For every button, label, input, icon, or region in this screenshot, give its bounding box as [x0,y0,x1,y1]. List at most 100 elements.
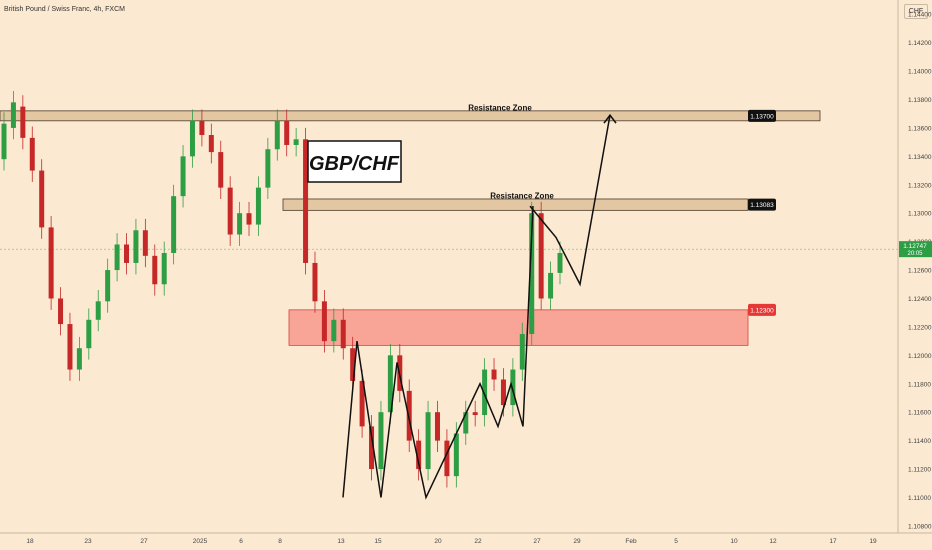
candle [95,301,101,320]
candle [284,120,290,145]
candle [218,152,224,188]
candle [124,244,130,263]
candle [500,379,506,406]
pattern-path [342,206,534,500]
time-axis: 18 23 27 2025 6 8 13 15 20 22 27 29 Feb 5 10 12 17 19 [0,532,932,545]
y-tick-label: 1.13400 [908,154,932,161]
x-tick-label: 15 [374,538,382,545]
candle [321,301,327,342]
support-price-tag [748,303,776,316]
candle [529,213,535,335]
candle [105,270,111,302]
resistance-zone-label: Resistance Zone [490,191,554,200]
x-tick-label: 29 [573,538,581,545]
current-price-timer: 20:05 [907,251,923,257]
support-zone [288,309,749,346]
candle [199,120,205,136]
y-tick-label: 1.11400 [908,438,931,445]
candle [491,369,497,380]
y-tick-label: 1.12000 [908,353,932,360]
candle [67,324,73,370]
candle [246,213,252,225]
price-tag-label: 1.13700 [750,113,774,120]
resistance-zone-label: Resistance Zone [468,103,532,112]
price-tag-label: 1.13083 [750,202,774,209]
support-price-tag-label: 1.12300 [750,307,774,314]
candle [359,380,365,427]
plot-area: Resistance Zone Resistance Zone GBP/CHF [0,90,898,500]
candle [133,230,139,263]
price-tag [748,198,776,211]
x-tick-label: 27 [140,538,148,545]
resistance-zone [0,110,821,122]
candle [387,355,393,413]
chart-title: British Pound / Swiss Franc, 4h, FXCM [4,6,125,13]
x-tick-label: 10 [730,538,738,545]
candle [48,227,54,299]
x-tick-label: 18 [26,538,34,545]
x-tick-label: 23 [84,538,92,545]
candle [39,170,45,228]
candle [538,213,544,299]
x-tick-label: 22 [474,538,482,545]
candle [425,412,431,470]
candle [510,369,516,406]
candle [444,440,450,477]
x-tick-label: 6 [239,538,243,545]
current-price-tag [899,241,932,258]
price-tag [748,109,776,122]
candle [331,319,337,342]
candle [227,187,233,235]
candle [463,412,469,434]
currency-button[interactable]: CHF [904,4,928,19]
candle [29,137,35,171]
y-tick-label: 1.11600 [908,410,931,417]
y-tick-label: 1.14000 [908,69,932,76]
candle [180,156,186,197]
candle [434,412,440,441]
candle [265,149,271,188]
candle [255,187,261,225]
y-tick-label: 1.13000 [908,211,932,218]
y-tick-label: 1.13800 [908,97,932,104]
x-tick-label: 27 [533,538,541,545]
projection-path [529,114,611,287]
candle [548,272,554,299]
x-tick-label: 17 [829,538,837,545]
candle [378,412,384,470]
resistance-zone [282,198,749,211]
x-tick-label: 8 [278,538,282,545]
candle [208,135,214,153]
candle [152,255,158,285]
y-tick-label: 1.14200 [908,40,932,47]
symbol-label: GBP/CHF [309,153,400,175]
candle [20,106,26,138]
x-tick-label: 2025 [193,538,208,545]
candle [482,369,488,416]
candle [312,262,318,302]
projection-arrow [603,113,617,124]
y-tick-label: 1.12400 [908,296,932,303]
candle [303,139,309,263]
candle [406,390,412,441]
symbol-label-box [307,140,402,183]
y-tick-label: 1.13600 [908,125,932,132]
candle [350,348,356,381]
candle [519,334,525,370]
x-tick-label: Feb [625,538,637,545]
candle [1,123,7,160]
x-tick-label: 5 [674,538,678,545]
y-tick-label: 1.11000 [908,495,931,502]
candle [114,244,120,271]
candle [161,252,167,285]
y-tick-label: 1.14400 [908,12,932,19]
x-tick-label: 13 [337,538,345,545]
y-tick-label: 1.12600 [908,268,932,275]
candle [171,196,177,253]
current-price-label: 1.12747 [903,243,927,250]
candle [472,412,478,416]
y-tick-label: 1.10800 [908,523,932,530]
candle [416,440,422,470]
price-axis: 1.14400 1.14200 1.14000 1.13800 1.13600 1.134… [748,0,932,533]
